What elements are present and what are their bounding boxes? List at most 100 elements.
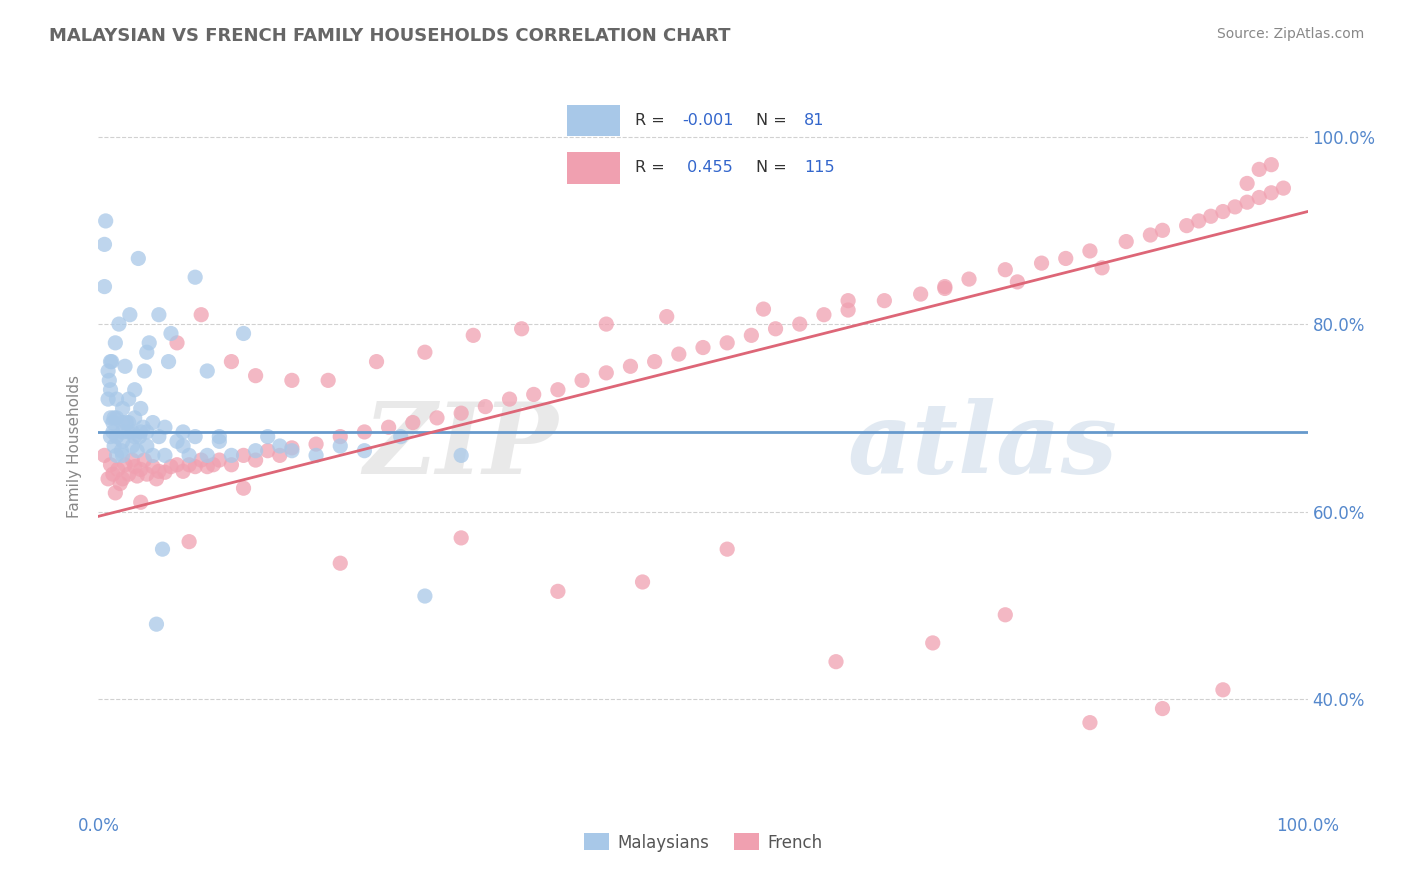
Point [752,302,775,317]
Point [160,326,183,341]
Point [128,429,150,443]
Point [142,459,165,474]
Point [105,429,128,443]
Point [105,449,128,463]
Point [124,429,146,443]
Point [157,354,180,368]
Point [523,387,546,401]
Point [195,459,218,474]
Point [1007,275,1029,289]
Point [97,392,120,406]
Point [135,345,157,359]
Point [221,354,243,368]
Point [166,434,188,449]
Point [148,429,170,443]
Point [134,453,156,467]
Point [100,410,122,425]
Point [100,354,122,368]
Point [166,458,188,472]
Point [111,425,134,439]
Point [100,458,122,472]
Point [1249,190,1271,204]
Point [127,252,149,266]
Point [595,366,617,380]
Point [450,406,472,420]
Point [100,383,122,397]
Point [195,449,218,463]
Point [108,476,131,491]
Point [179,449,201,463]
Point [172,464,194,478]
Point [115,416,138,430]
Point [208,453,231,467]
Point [498,392,520,406]
Point [450,531,472,545]
Point [329,429,352,443]
Point [789,317,811,331]
Point [281,373,304,387]
Point [1212,204,1234,219]
Point [135,439,157,453]
Point [110,443,132,458]
Point [100,429,122,443]
Point [450,449,472,463]
Point [190,453,212,467]
Point [305,437,328,451]
Point [127,469,149,483]
Point [716,542,738,557]
Point [1272,181,1295,195]
Point [740,328,762,343]
Point [402,416,425,430]
Point [1115,235,1137,249]
Point [934,281,956,295]
Point [153,420,176,434]
Point [142,449,165,463]
Point [668,347,690,361]
Point [145,617,167,632]
Point [101,467,124,482]
Point [129,462,152,476]
Point [463,328,485,343]
Point [825,655,848,669]
Point [118,425,141,439]
Point [269,439,291,453]
Point [208,434,231,449]
Point [571,373,593,387]
Point [98,373,121,387]
Point [232,326,254,341]
Point [921,636,943,650]
Point [221,449,243,463]
Point [1188,214,1211,228]
Point [329,439,352,453]
Point [160,459,183,474]
Legend: Malaysians, French: Malaysians, French [576,827,830,858]
Point [1031,256,1053,270]
Point [105,410,128,425]
Point [121,453,143,467]
Point [118,308,141,322]
Point [105,392,128,406]
Point [148,308,170,322]
Point [104,335,127,350]
Point [837,303,859,318]
Point [389,429,412,443]
Point [692,341,714,355]
Point [145,472,167,486]
Point [1260,158,1282,172]
Point [195,364,218,378]
Point [1223,200,1246,214]
Point [114,458,136,472]
Point [135,467,157,482]
Point [118,416,141,430]
Point [111,401,134,416]
Point [93,449,115,463]
Point [132,420,155,434]
Point [118,392,141,406]
Point [353,425,375,439]
Point [129,401,152,416]
Point [221,458,243,472]
Point [184,429,207,443]
Point [595,317,617,331]
Point [208,429,231,443]
Point [153,465,176,479]
